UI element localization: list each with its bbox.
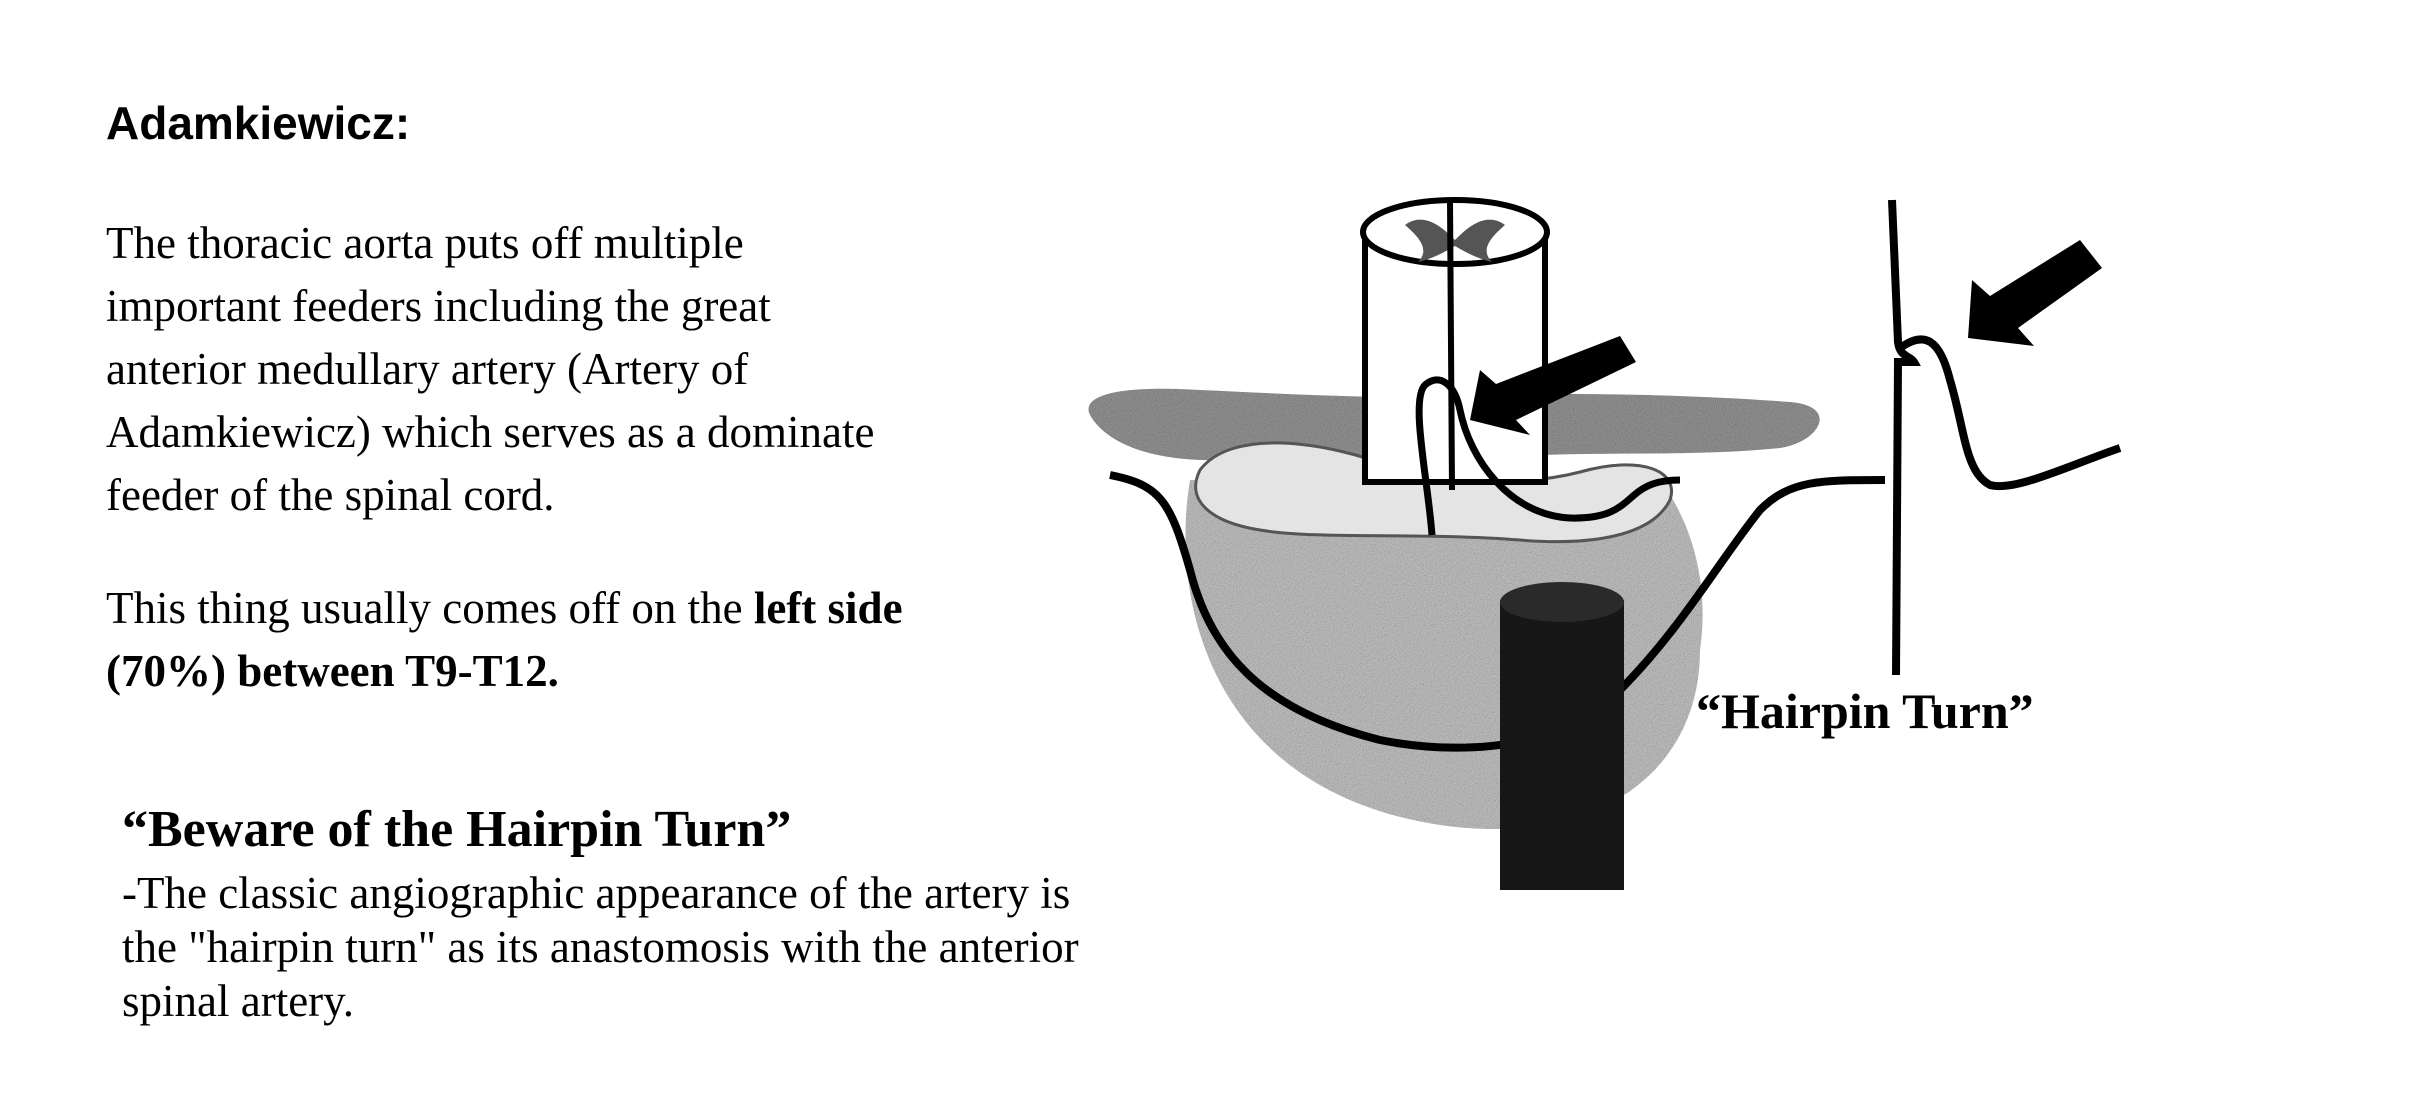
adamkiewicz-artery [1415, 376, 1681, 536]
location-levels: (70%) between T9-T12. [106, 646, 559, 696]
gray-matter [1405, 219, 1505, 262]
callout-title: “Beware of the Hairpin Turn” [122, 801, 792, 858]
intro-line: important feeders including the great [106, 281, 771, 331]
arrow-icon [1968, 240, 2102, 346]
intro-line: Adamkiewicz) which serves as a dominate [106, 407, 875, 457]
hairpin-branch [1897, 335, 2122, 491]
arrow-icon [1470, 336, 1636, 435]
aorta-top [1500, 582, 1624, 622]
spinal-cord [1362, 229, 1548, 485]
callout-line: spinal artery. [122, 976, 354, 1026]
intro-line: feeder of the spinal cord. [106, 470, 555, 520]
callout-paragraph: -The classic angiographic appearance of … [122, 866, 1322, 1028]
spinal-artery-diagram [1088, 197, 2122, 890]
anterior-spinal-artery [1447, 199, 1455, 491]
location-side: left side [753, 583, 903, 633]
callout-line: the "hairpin turn" as its anastomosis wi… [122, 922, 1079, 972]
hairpin-turn [1888, 199, 1921, 676]
callout-line: -The classic angiographic appearance of … [122, 868, 1071, 918]
spinal-cord-top [1360, 197, 1550, 267]
location-paragraph: This thing usually comes off on the left… [106, 577, 1066, 703]
intro-line: anterior medullary artery (Artery of [106, 344, 749, 394]
page-heading: Adamkiewicz: [106, 97, 411, 149]
intro-line: The thoracic aorta puts off multiple [106, 218, 744, 268]
aorta [1500, 600, 1624, 890]
location-text: This thing usually comes off on the [106, 583, 754, 633]
intro-paragraph: The thoracic aorta puts off multiple imp… [106, 212, 1036, 527]
figure-label: “Hairpin Turn” [1696, 683, 2034, 739]
